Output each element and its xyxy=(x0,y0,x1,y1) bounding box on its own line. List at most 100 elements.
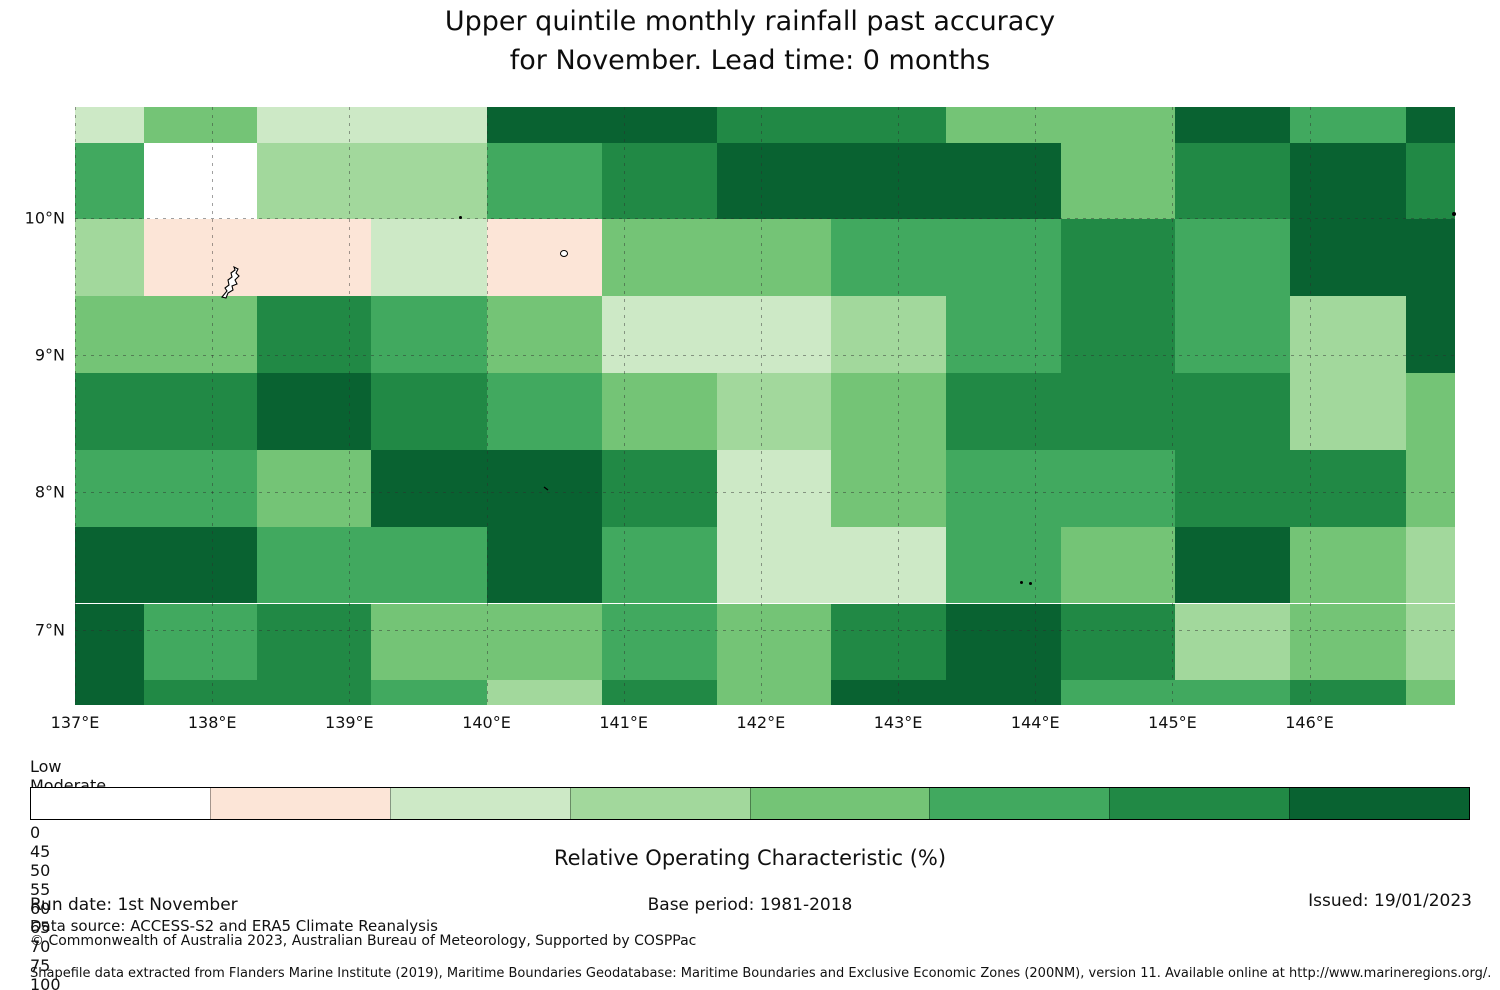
heatmap-cell xyxy=(1290,296,1406,374)
heatmap-cell xyxy=(601,680,717,705)
colorbar-tick-label: 45 xyxy=(30,842,51,861)
island-dot xyxy=(1028,581,1032,585)
heatmap-cell xyxy=(257,603,372,681)
colorbar-tick-label: 60 xyxy=(30,899,51,918)
heatmap-cell xyxy=(716,219,831,297)
vertical-gridline xyxy=(1309,107,1311,705)
heatmap-cell xyxy=(830,296,947,374)
island-outline xyxy=(219,265,245,299)
colorbar-segment xyxy=(1289,788,1469,819)
heatmap-cell xyxy=(1175,373,1291,450)
horizontal-gridline xyxy=(75,355,1455,357)
heatmap-cell xyxy=(371,373,487,450)
heatmap-cell xyxy=(1405,603,1455,681)
heatmap-cell xyxy=(601,296,717,374)
heatmap-cell xyxy=(257,680,372,705)
heatmap-cell xyxy=(830,449,947,527)
heatmap-cell xyxy=(143,603,258,681)
x-axis-tick-label: 145°E xyxy=(1148,713,1197,732)
heatmap-cell xyxy=(75,603,144,681)
colorbar-segment xyxy=(749,788,930,819)
vertical-gridline xyxy=(1172,107,1174,705)
heatmap-cell xyxy=(601,142,717,220)
heatmap-cell xyxy=(1175,449,1291,527)
x-axis-tick-label: 143°E xyxy=(873,713,923,732)
heatmap-cell xyxy=(257,107,372,143)
y-axis-tick-label: 10°N xyxy=(24,208,65,228)
heatmap-cell xyxy=(371,680,487,705)
vertical-gridline xyxy=(1035,107,1037,705)
x-axis-tick-label: 146°E xyxy=(1285,713,1334,732)
colorbar-segment xyxy=(389,788,570,819)
heatmap-cell xyxy=(1061,296,1176,374)
heatmap-cell xyxy=(1175,219,1291,297)
vertical-gridline xyxy=(760,107,762,705)
heatmap-cell xyxy=(486,680,602,705)
heatmap-cell xyxy=(830,107,947,143)
heatmap-cell xyxy=(946,219,1062,297)
heatmap-cell xyxy=(1290,107,1406,143)
heatmap-cell xyxy=(1405,449,1455,527)
colorbar-segment xyxy=(1109,788,1290,819)
heatmap-cell xyxy=(946,373,1062,450)
colorbar xyxy=(30,787,1470,820)
heatmap-cell xyxy=(1405,219,1455,297)
copyright-text: © Commonwealth of Australia 2023, Austra… xyxy=(30,933,697,949)
heatmap-cell xyxy=(1061,107,1176,143)
heatmap-cell xyxy=(1175,603,1291,681)
heatmap-cell xyxy=(257,142,372,220)
heatmap-cell xyxy=(1061,373,1176,450)
island-dot xyxy=(459,216,463,219)
colorbar-tick-label: 70 xyxy=(30,937,51,956)
island-dot xyxy=(1451,212,1456,216)
heatmap-cell xyxy=(601,219,717,297)
horizontal-gridline xyxy=(75,218,1455,220)
island-dash xyxy=(543,476,549,491)
heatmap-cell xyxy=(75,219,144,297)
x-axis-tick-label: 144°E xyxy=(1010,713,1060,732)
heatmap-cell xyxy=(1061,680,1176,705)
heatmap-cell xyxy=(601,526,717,604)
heatmap-cell xyxy=(75,107,144,143)
x-axis-tick-label: 141°E xyxy=(599,713,649,732)
heatmap-cell xyxy=(1061,449,1176,527)
heatmap-cell xyxy=(716,107,831,143)
data-source-text: Data source: ACCESS-S2 and ERA5 Climate … xyxy=(30,917,438,935)
heatmap-cell xyxy=(143,142,258,220)
heatmap-cell xyxy=(75,526,144,604)
horizontal-gridline xyxy=(75,629,1455,631)
heatmap-cell xyxy=(716,603,831,681)
heatmap-cell xyxy=(1061,526,1176,604)
run-date-text: Run date: 1st November xyxy=(30,895,238,915)
heatmap-cell xyxy=(486,603,602,681)
heatmap-cell xyxy=(830,219,947,297)
issued-date-text: Issued: 19/01/2023 xyxy=(1308,891,1472,911)
colorbar-tick-label: 55 xyxy=(30,880,51,899)
heatmap-cell xyxy=(1290,219,1406,297)
heatmap-cell xyxy=(257,449,372,527)
heatmap-cell xyxy=(486,107,602,143)
heatmap-cell xyxy=(601,107,717,143)
heatmap-cell xyxy=(1175,142,1291,220)
heatmap-cell xyxy=(75,449,144,527)
heatmap-cell xyxy=(371,107,487,143)
heatmap-cell xyxy=(716,449,831,527)
x-axis-tick-label: 138°E xyxy=(187,713,237,732)
heatmap-cell xyxy=(75,296,144,374)
heatmap-cell xyxy=(946,449,1062,527)
heatmap-cell xyxy=(946,107,1062,143)
heatmap-cell xyxy=(257,373,372,450)
heatmap-cell xyxy=(486,296,602,374)
heatmap-cell xyxy=(143,680,258,705)
heatmap-cell xyxy=(1405,107,1455,143)
horizontal-gridline xyxy=(75,492,1455,494)
heatmap-cell xyxy=(601,449,717,527)
heatmap-cell xyxy=(1175,107,1291,143)
heatmap-cells xyxy=(75,107,1455,705)
island-ring xyxy=(559,249,568,257)
heatmap-cell xyxy=(946,526,1062,604)
x-axis-tick-label: 140°E xyxy=(462,713,511,732)
heatmap-cell xyxy=(1290,603,1406,681)
shapefile-note-text: Shapefile data extracted from Flanders M… xyxy=(30,966,1492,981)
